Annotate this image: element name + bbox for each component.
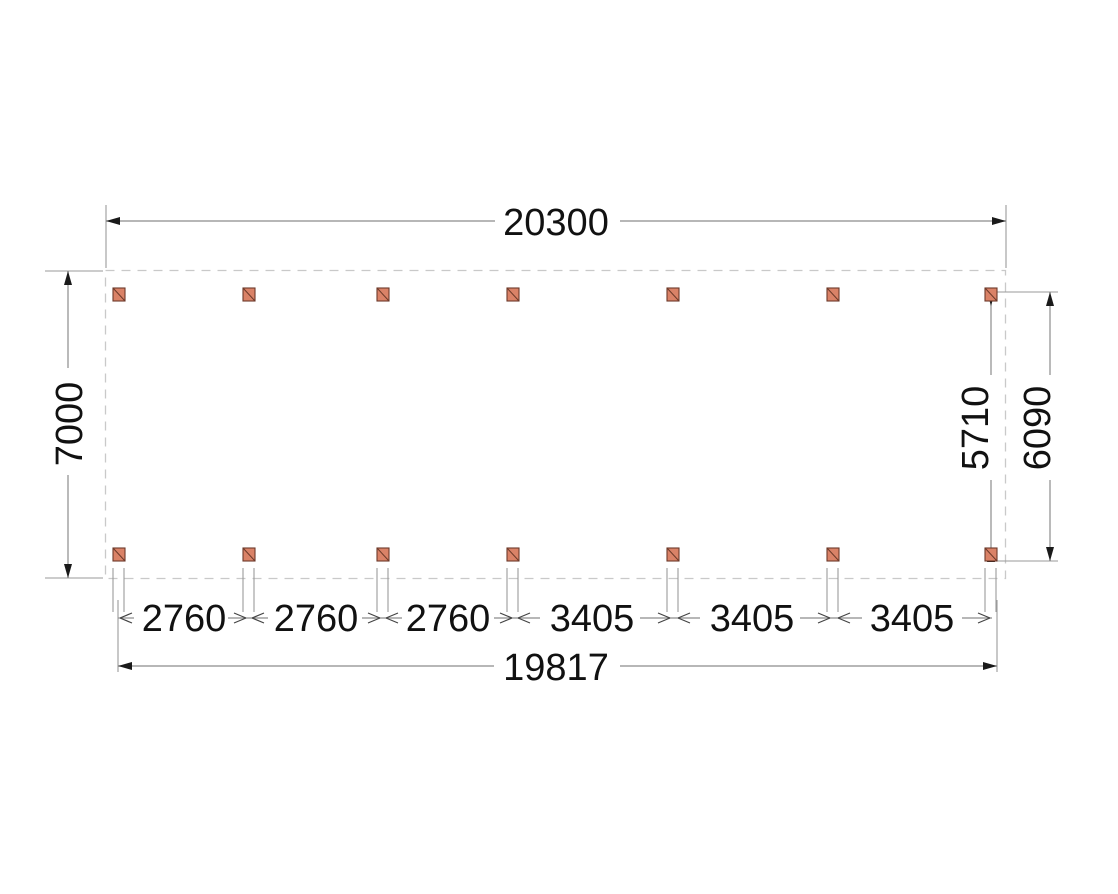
- dimension-label-5710: 5710: [955, 386, 997, 471]
- post: [826, 547, 840, 562]
- dimension-label-7000: 7000: [49, 382, 91, 467]
- dimension-chain-bays: 2760 2760 2760 3405 3405: [118, 598, 992, 640]
- dimension-label-bay-3: 2760: [406, 598, 491, 640]
- post: [112, 287, 126, 302]
- post: [506, 287, 520, 302]
- dimension-outer-depth-right: 6090: [995, 291, 1059, 562]
- dimension-label-20300: 20300: [503, 202, 609, 244]
- post: [666, 287, 680, 302]
- post: [242, 287, 256, 302]
- post-extension-lines: [112, 568, 997, 612]
- post: [376, 287, 390, 302]
- post: [666, 547, 680, 562]
- post-row-bottom: [112, 547, 998, 562]
- post: [376, 547, 390, 562]
- post: [984, 287, 998, 302]
- dimension-overall-depth-left: 7000: [45, 270, 103, 579]
- post: [826, 287, 840, 302]
- dimension-label-bay-2: 2760: [274, 598, 359, 640]
- post: [506, 547, 520, 562]
- dimension-overall-width-top: 20300: [105, 202, 1007, 268]
- post: [242, 547, 256, 562]
- post-row-top: [112, 287, 998, 302]
- building-outline-dashed: [104, 269, 1007, 580]
- dimension-label-bay-4: 3405: [550, 598, 635, 640]
- dimension-label-19817: 19817: [503, 647, 609, 689]
- dimension-inner-depth-right: 5710: [955, 292, 997, 562]
- dimension-label-bay-6: 3405: [870, 598, 955, 640]
- dimension-label-6090: 6090: [1017, 386, 1059, 471]
- dimension-label-bay-1: 2760: [142, 598, 227, 640]
- post: [984, 547, 998, 562]
- dimension-label-bay-5: 3405: [710, 598, 795, 640]
- post: [112, 547, 126, 562]
- dimension-overall-width-bottom: 19817: [117, 600, 998, 689]
